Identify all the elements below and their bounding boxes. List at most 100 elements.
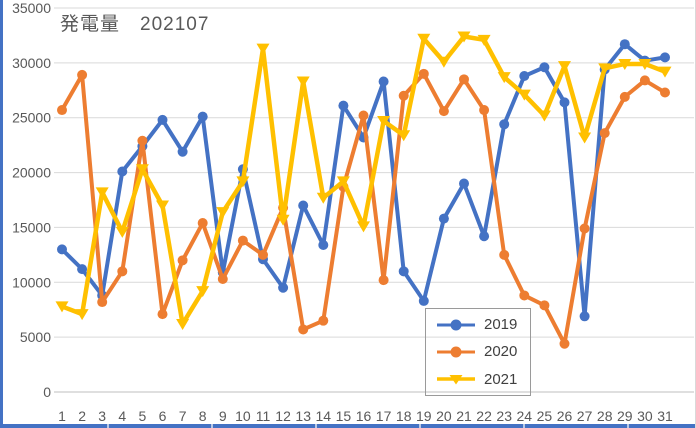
- marker-2019-day20[interactable]: [438, 213, 449, 224]
- marker-2021-day24[interactable]: [517, 89, 531, 101]
- marker-2021-day4[interactable]: [115, 226, 129, 238]
- marker-2020-day10[interactable]: [237, 235, 248, 246]
- marker-2021-day15[interactable]: [336, 176, 350, 188]
- marker-2020-day21[interactable]: [459, 74, 469, 85]
- marker-2020-day14[interactable]: [318, 315, 329, 326]
- marker-2019-day1[interactable]: [57, 244, 67, 255]
- x-tick-label-7: 7: [179, 408, 187, 424]
- marker-2020-day23[interactable]: [499, 249, 510, 260]
- legend-marker-2021-line-triangle-icon: [437, 375, 475, 385]
- marker-2020-day2[interactable]: [77, 69, 88, 80]
- legend-item-2021[interactable]: 2021: [435, 366, 530, 392]
- marker-2019-day25[interactable]: [539, 62, 550, 73]
- marker-2020-day27[interactable]: [579, 223, 590, 234]
- marker-2019-day4[interactable]: [117, 166, 128, 177]
- x-tick-label-23: 23: [496, 408, 512, 424]
- marker-2020-day4[interactable]: [117, 266, 128, 277]
- marker-2020-day9[interactable]: [217, 273, 228, 284]
- marker-2021-day19[interactable]: [417, 33, 431, 45]
- marker-2021-day9[interactable]: [216, 207, 230, 219]
- marker-2021-day10[interactable]: [236, 176, 250, 188]
- marker-2020-day3[interactable]: [97, 297, 108, 308]
- marker-2021-day20[interactable]: [437, 56, 451, 68]
- marker-2020-day29[interactable]: [619, 91, 630, 102]
- marker-2020-day16[interactable]: [358, 110, 369, 121]
- marker-2020-day26[interactable]: [559, 338, 570, 349]
- chart-legend[interactable]: 2019 2020 2021: [425, 308, 531, 396]
- chart-title[interactable]: 発電量 202107: [60, 14, 210, 35]
- marker-2021-day27[interactable]: [578, 132, 592, 144]
- marker-2019-day8[interactable]: [197, 111, 208, 122]
- marker-2021-day22[interactable]: [477, 34, 491, 46]
- marker-2020-day24[interactable]: [519, 290, 530, 301]
- marker-2021-day7[interactable]: [176, 318, 190, 330]
- marker-2019-day29[interactable]: [619, 39, 630, 50]
- marker-2019-day15[interactable]: [338, 100, 349, 111]
- marker-2020-day28[interactable]: [599, 128, 610, 139]
- marker-2021-day5[interactable]: [135, 164, 149, 176]
- marker-2021-day2[interactable]: [75, 309, 89, 321]
- marker-2019-day14[interactable]: [318, 239, 329, 250]
- marker-2021-day14[interactable]: [316, 192, 330, 204]
- series-2021[interactable]: [55, 31, 672, 330]
- marker-2020-day17[interactable]: [378, 275, 389, 286]
- marker-2020-day30[interactable]: [639, 75, 650, 86]
- marker-2021-day11[interactable]: [256, 43, 270, 55]
- marker-2019-day2[interactable]: [77, 264, 88, 275]
- marker-2021-day13[interactable]: [296, 76, 310, 88]
- marker-2020-day13[interactable]: [298, 324, 309, 335]
- x-tick-label-30: 30: [637, 408, 653, 424]
- marker-2021-day25[interactable]: [537, 110, 551, 122]
- marker-2020-day25[interactable]: [539, 300, 550, 311]
- marker-2021-day21[interactable]: [457, 31, 471, 43]
- marker-2020-day1[interactable]: [57, 105, 67, 116]
- worksheet-column-tick: [419, 424, 421, 428]
- marker-2019-day31[interactable]: [660, 52, 670, 63]
- marker-2020-day19[interactable]: [418, 68, 429, 79]
- marker-2021-day17[interactable]: [377, 116, 391, 128]
- marker-2021-day28[interactable]: [598, 63, 612, 75]
- marker-2021-day6[interactable]: [156, 200, 169, 212]
- marker-2020-day6[interactable]: [157, 309, 168, 320]
- marker-2019-day19[interactable]: [418, 295, 429, 306]
- marker-2021-day8[interactable]: [196, 286, 210, 298]
- marker-2020-day31[interactable]: [660, 87, 670, 98]
- marker-2019-day13[interactable]: [298, 200, 309, 211]
- marker-2019-day22[interactable]: [479, 231, 490, 242]
- marker-2021-day3[interactable]: [95, 187, 109, 199]
- marker-2019-day17[interactable]: [378, 76, 389, 87]
- marker-2020-day8[interactable]: [197, 218, 208, 229]
- marker-2019-day7[interactable]: [177, 146, 188, 157]
- marker-2021-day1[interactable]: [55, 301, 69, 313]
- marker-2019-day24[interactable]: [519, 71, 530, 82]
- marker-2019-day6[interactable]: [157, 114, 168, 125]
- marker-2021-day26[interactable]: [558, 61, 571, 73]
- marker-2020-day22[interactable]: [479, 105, 490, 116]
- marker-2020-day11[interactable]: [258, 249, 268, 260]
- marker-2019-day12[interactable]: [278, 282, 289, 293]
- x-axis-labels[interactable]: 1 2 3 4 5 6 7 8 9 10 11 12 13 14 15 16 17 18 19 20 21 22 23 24 2…: [58, 408, 673, 424]
- marker-2021-day16[interactable]: [357, 221, 370, 233]
- marker-2019-day18[interactable]: [398, 266, 409, 277]
- legend-item-2020[interactable]: 2020: [435, 339, 530, 365]
- marker-2021-day30[interactable]: [638, 58, 652, 70]
- legend-item-2019[interactable]: 2019: [435, 312, 530, 338]
- marker-2020-day7[interactable]: [177, 255, 188, 266]
- marker-2021-day31[interactable]: [658, 66, 672, 78]
- y-axis-labels[interactable]: 0 5000 10000 15000 20000 25000 30000 35000: [12, 0, 51, 400]
- marker-2019-day26[interactable]: [559, 97, 570, 108]
- series-2020[interactable]: [57, 68, 670, 349]
- marker-2019-day21[interactable]: [459, 178, 469, 189]
- marker-2019-day27[interactable]: [579, 311, 590, 322]
- marker-2021-day29[interactable]: [618, 58, 632, 70]
- marker-2020-day18[interactable]: [398, 90, 409, 101]
- marker-2019-day23[interactable]: [499, 119, 510, 130]
- marker-2021-day18[interactable]: [397, 130, 411, 142]
- marker-2020-day20[interactable]: [438, 106, 449, 117]
- marker-2021-day23[interactable]: [497, 72, 511, 84]
- y-tick-label-10000: 10000: [12, 274, 51, 290]
- marker-2020-day5[interactable]: [137, 135, 148, 146]
- marker-2021-day12[interactable]: [276, 214, 290, 226]
- x-tick-label-2: 2: [78, 408, 86, 424]
